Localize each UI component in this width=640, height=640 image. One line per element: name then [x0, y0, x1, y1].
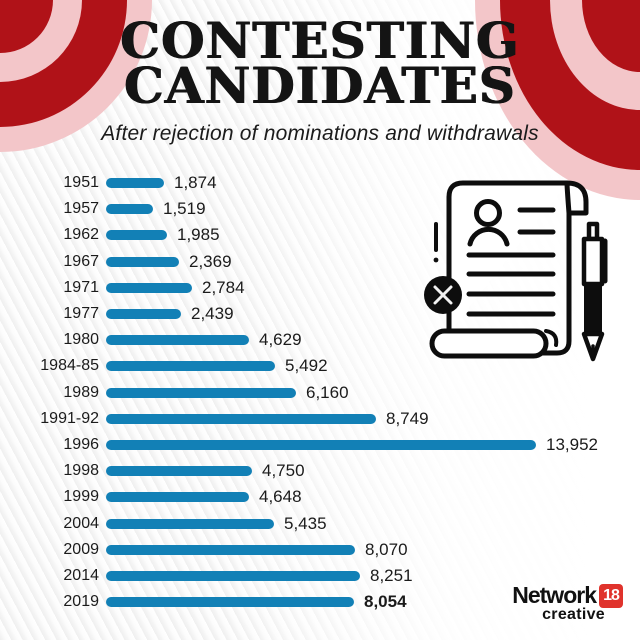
value-label: 6,160	[306, 382, 349, 402]
chart-row: 1962 1,985	[18, 222, 598, 248]
bar	[106, 518, 274, 529]
year-label: 1984-85	[40, 357, 99, 375]
value-label: 8,251	[370, 565, 413, 585]
bar	[106, 204, 153, 215]
bar	[106, 230, 167, 241]
year-label: 2009	[63, 540, 99, 558]
bar	[106, 413, 376, 424]
value-label: 4,648	[259, 487, 302, 507]
value-label: 8,749	[386, 408, 429, 428]
bar	[106, 439, 536, 450]
chart-row: 1998 4,750	[18, 458, 598, 484]
year-label: 1962	[63, 226, 99, 244]
chart-row: 1951 1,874	[18, 170, 598, 196]
year-label: 1957	[63, 200, 99, 218]
network18-badge: 18	[599, 583, 623, 608]
value-label: 8,054	[364, 592, 407, 612]
year-label: 1989	[63, 383, 99, 401]
creative-label: creative	[542, 606, 605, 623]
bar	[106, 570, 360, 581]
person-icon	[467, 199, 510, 247]
value-label: 13,952	[546, 434, 598, 454]
chart-row: 2009 8,070	[18, 537, 598, 563]
value-label: 5,492	[285, 356, 328, 376]
year-label: 1996	[63, 435, 99, 453]
value-label: 8,070	[365, 539, 408, 559]
value-label: 1,874	[174, 173, 217, 193]
chart-row: 1971 2,784	[18, 275, 598, 301]
bar	[106, 544, 355, 555]
year-label: 1967	[63, 252, 99, 270]
subtitle: After rejection of nominations and withd…	[101, 122, 539, 145]
rejected-nomination-document-icon	[424, 180, 608, 362]
bar	[106, 492, 249, 503]
year-label: 1999	[63, 488, 99, 506]
network18-creative-logo: Network 18 creative	[512, 582, 623, 624]
value-label: 2,369	[189, 251, 232, 271]
pen-icon	[581, 221, 608, 362]
value-label: 5,435	[284, 513, 327, 533]
year-label: 2004	[63, 514, 99, 532]
scroll-document-icon	[429, 180, 589, 359]
value-label: 2,439	[191, 304, 234, 324]
year-label: 2014	[63, 566, 99, 584]
page-title: CONTESTING CANDIDATES	[0, 11, 640, 115]
value-label: 4,629	[259, 330, 302, 350]
year-label: 1971	[63, 278, 99, 296]
chart-row: 1999 4,648	[18, 484, 598, 510]
value-label: 1,985	[177, 225, 220, 245]
bar	[106, 597, 354, 608]
chart-row: 1957 1,519	[18, 196, 598, 222]
bar	[106, 282, 192, 293]
year-label: 2019	[63, 593, 99, 611]
chart-row: 1996 13,952	[18, 432, 598, 458]
bar	[106, 335, 249, 346]
text-lines-icon	[466, 207, 556, 317]
chart-row: 1991-92 8,749	[18, 406, 598, 432]
year-label: 1998	[63, 462, 99, 480]
bar	[106, 178, 164, 189]
year-label: 1991-92	[40, 409, 99, 427]
title-line-1: CONTESTING	[120, 11, 520, 70]
chart-row: 1967 2,369	[18, 249, 598, 275]
title-line-2: CANDIDATES	[124, 56, 516, 115]
bar	[106, 361, 275, 372]
year-label: 1977	[63, 305, 99, 323]
chart-row: 2019 8,054	[18, 589, 598, 615]
chart-row: 1989 6,160	[18, 380, 598, 406]
bar	[106, 256, 179, 267]
cross-badge-icon	[424, 276, 462, 314]
value-label: 1,519	[163, 199, 206, 219]
chart-row: 2014 8,251	[18, 563, 598, 589]
bar	[106, 309, 181, 320]
exclamation-icon	[433, 222, 439, 263]
value-label: 4,750	[262, 461, 305, 481]
value-label: 2,784	[202, 277, 245, 297]
chart-row: 1984-85 5,492	[18, 353, 598, 379]
year-label: 1951	[63, 174, 99, 192]
bar-chart: 1951 1,874 1957 1,519 1962 1,985 1967 2,369 1971…	[18, 170, 598, 615]
chart-row: 1980 4,629	[18, 327, 598, 353]
bar	[106, 387, 296, 398]
bar	[106, 466, 252, 477]
chart-row: 2004 5,435	[18, 510, 598, 536]
year-label: 1980	[63, 331, 99, 349]
network18-wordmark: Network	[512, 582, 597, 608]
chart-row: 1977 2,439	[18, 301, 598, 327]
